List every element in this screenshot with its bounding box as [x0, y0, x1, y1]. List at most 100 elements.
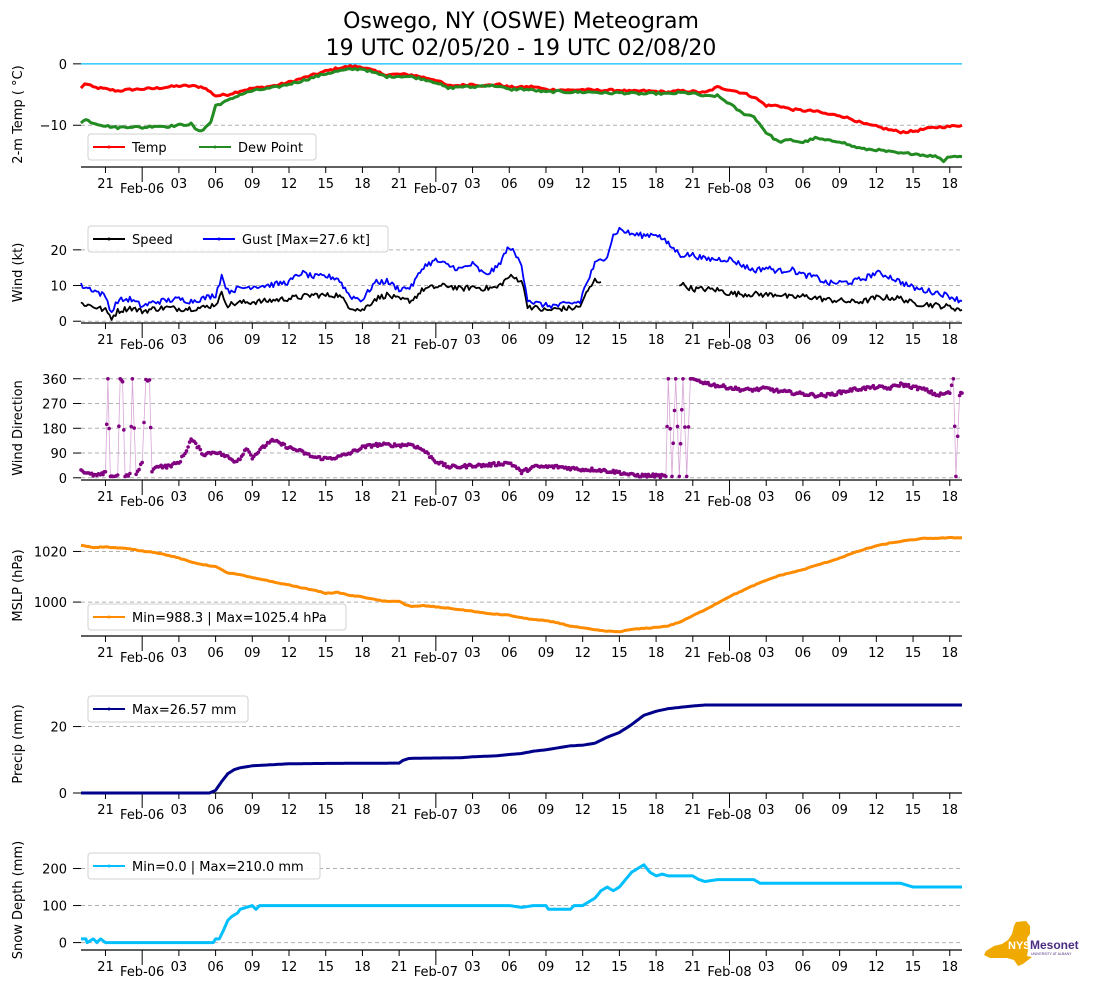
- series-snow-0: [81, 863, 962, 945]
- new-york-state-shape: [984, 921, 1032, 966]
- x-date-label: Feb-06: [120, 965, 164, 980]
- wind-direction-point: [104, 422, 109, 427]
- logo-mesonet-text: Mesonet: [1030, 938, 1079, 952]
- x-tick-label: 09: [244, 490, 261, 505]
- y-tick-label: 20: [50, 721, 67, 736]
- x-date-label: Feb-06: [120, 495, 164, 510]
- panel-temp: 0 −10 2-m Temp ( °C) 21 Feb-06 03 06 09 12 15 18 21…: [11, 58, 963, 197]
- y-tick-label: 200: [42, 863, 67, 878]
- wind-direction-point: [680, 407, 684, 412]
- x-date-label: Feb-06: [120, 338, 164, 353]
- wind-direction-point: [187, 440, 192, 444]
- wind-direction-point: [198, 447, 203, 452]
- panels: 0 −10 2-m Temp ( °C) 21 Feb-06 03 06 09 12 15 18 21…: [11, 58, 964, 980]
- x-tick-label: 18: [941, 803, 958, 818]
- x-tick-label: 09: [831, 646, 848, 661]
- x-tick-label: 21: [685, 177, 702, 192]
- x-tick-label: 03: [464, 646, 481, 661]
- x-tick-label: 06: [207, 960, 224, 975]
- x-date-label: Feb-07: [414, 182, 458, 197]
- x-tick-label: 06: [501, 646, 518, 661]
- x-tick-label: 03: [758, 803, 775, 818]
- legend-marker: [217, 237, 221, 241]
- x-tick-label: 21: [391, 646, 408, 661]
- wind-direction-point: [301, 449, 305, 454]
- nys-mesonet-logo: NYS Mesonet UNIVERSITY AT ALBANY: [984, 921, 1079, 966]
- wind-direction-point: [148, 425, 153, 430]
- x-tick-label: 09: [831, 803, 848, 818]
- x-tick-label: 03: [171, 803, 188, 818]
- x-tick-label: 09: [244, 177, 261, 192]
- wind-direction-point: [443, 462, 447, 466]
- y-tick-label: 0: [59, 315, 67, 330]
- wind-direction-point: [106, 377, 110, 381]
- x-tick-label: 15: [611, 803, 628, 818]
- x-tick-label: 03: [171, 177, 188, 192]
- x-date-label: Feb-07: [414, 495, 458, 510]
- x-tick-label: 12: [281, 333, 298, 348]
- panel-snow: 0 100 200 Snow Depth (mm) 21 Feb-06 03 06 09 12 15…: [11, 841, 962, 980]
- y-axis-label: Wind (kt): [11, 243, 26, 303]
- y-tick-label: −10: [40, 119, 67, 134]
- wind-direction-point: [137, 467, 141, 472]
- legend-marker: [107, 145, 111, 149]
- x-date-label: Feb-08: [707, 338, 751, 353]
- wind-direction-point: [115, 473, 120, 477]
- series-line: [79, 67, 963, 164]
- wind-direction-point: [672, 408, 677, 413]
- wind-direction-point: [247, 450, 251, 454]
- x-tick-label: 15: [905, 646, 922, 661]
- series-wind-0: [80, 273, 963, 321]
- x-tick-label: 09: [831, 960, 848, 975]
- x-tick-label: 21: [685, 960, 702, 975]
- chart-title: Oswego, NY (OSWE) Meteogram: [343, 9, 699, 34]
- y-tick-label: 1020: [34, 545, 67, 560]
- wind-direction-point: [391, 444, 395, 449]
- x-tick-label: 03: [464, 490, 481, 505]
- legend-precip: Max=26.57 mm: [87, 695, 249, 723]
- x-tick-label: 03: [171, 490, 188, 505]
- x-date-label: Feb-06: [120, 182, 164, 197]
- x-tick-label: 03: [171, 646, 188, 661]
- wind-direction-point: [107, 426, 111, 431]
- wind-direction-point: [519, 471, 524, 476]
- wind-direction-point: [678, 441, 683, 446]
- x-tick-label: 21: [685, 333, 702, 348]
- wind-direction-point: [128, 471, 132, 476]
- wind-direction-point: [282, 442, 287, 447]
- x-tick-label: 18: [354, 803, 371, 818]
- x-tick-label: 12: [574, 960, 591, 975]
- wind-direction-point: [256, 450, 261, 455]
- legend-box: [87, 852, 321, 880]
- wind-direction-point: [117, 424, 121, 429]
- x-tick-label: 09: [244, 646, 261, 661]
- wind-direction-point: [238, 457, 242, 462]
- wind-direction-point: [163, 463, 168, 468]
- x-date-label: Feb-08: [707, 965, 751, 980]
- wind-direction-point: [668, 426, 672, 431]
- x-tick-label: 21: [97, 333, 114, 348]
- x-tick-label: 18: [648, 803, 665, 818]
- y-tick-label: 0: [59, 58, 67, 73]
- series-line: [80, 536, 963, 634]
- x-tick-label: 21: [391, 177, 408, 192]
- series-temp-0: [79, 64, 963, 135]
- legend-marker: [107, 237, 111, 241]
- x-tick-label: 18: [941, 646, 958, 661]
- x-tick-label: 21: [685, 646, 702, 661]
- wind-direction-point: [89, 471, 94, 476]
- x-tick-label: 06: [207, 646, 224, 661]
- wind-direction-point: [164, 466, 169, 470]
- x-tick-label: 06: [795, 333, 812, 348]
- x-tick-label: 06: [207, 490, 224, 505]
- legend-label: Gust [Max=27.6 kt]: [242, 233, 370, 248]
- x-tick-label: 21: [391, 490, 408, 505]
- legend-box: [87, 225, 389, 253]
- x-tick-label: 15: [317, 490, 334, 505]
- x-tick-label: 12: [868, 177, 885, 192]
- x-tick-label: 09: [831, 177, 848, 192]
- x-tick-label: 09: [538, 490, 555, 505]
- x-tick-label: 12: [281, 177, 298, 192]
- legend-label: Speed: [132, 233, 173, 248]
